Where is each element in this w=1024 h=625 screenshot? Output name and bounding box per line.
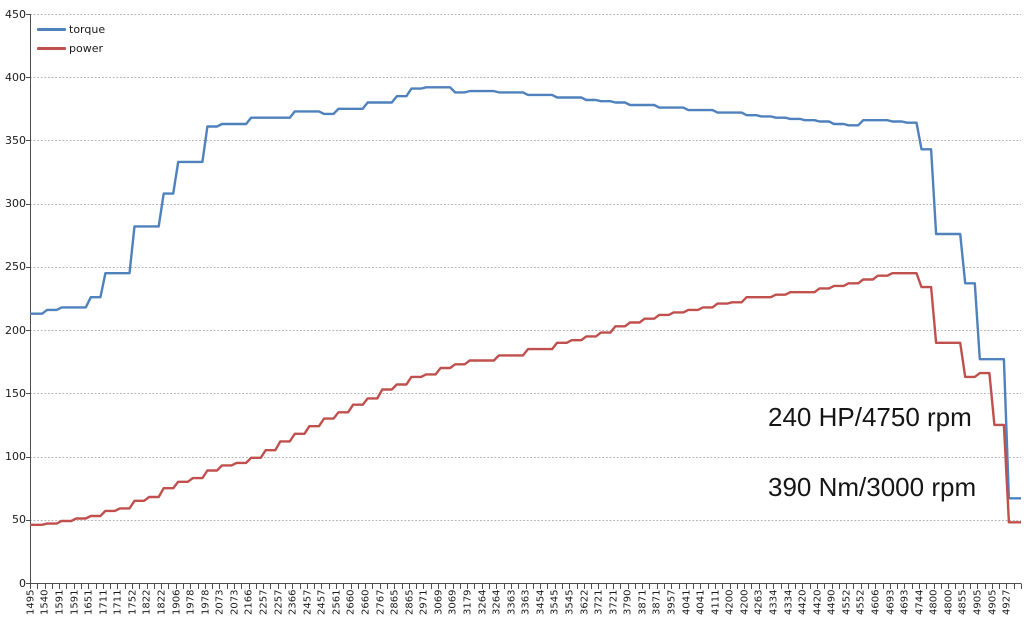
x-tick-label: 4744: [914, 589, 926, 615]
x-tick-label: 4855: [957, 589, 969, 615]
x-tick-label: 1978: [200, 589, 212, 615]
x-tick-label: 3069: [447, 589, 459, 615]
x-tick-label: 4606: [870, 589, 882, 615]
x-tick-label: 4200: [724, 589, 736, 615]
x-tick-label: 2073: [229, 589, 241, 615]
x-tick-label: 2457: [302, 589, 314, 615]
x-tick-label: 4693: [899, 589, 911, 615]
x-tick-label: 3545: [549, 589, 561, 615]
annotation-torque-peak: 390 Nm/3000 rpm: [768, 472, 977, 502]
x-tick-label: 2971: [418, 589, 430, 615]
x-tick-label: 3363: [506, 589, 518, 615]
x-tick-label: 1651: [83, 589, 95, 615]
x-tick-label: 3454: [535, 589, 547, 615]
y-tick-label: 150: [5, 386, 26, 400]
y-tick-label: 450: [5, 7, 26, 21]
x-tick-label: 2660: [360, 589, 372, 615]
x-tick-label: 3871: [637, 589, 649, 615]
x-tick-label: 4334: [768, 589, 780, 615]
x-tick-label: 4927: [1001, 589, 1013, 615]
legend-label-torque: torque: [69, 23, 106, 36]
torque-series-line: [30, 86, 1021, 500]
x-tick-label: 1978: [185, 589, 197, 615]
x-tick-label: 4800: [943, 589, 955, 615]
x-tick-label: 3721: [593, 589, 605, 615]
y-tick-label: 350: [5, 133, 26, 147]
y-tick-label: 300: [5, 197, 26, 211]
legend: torque power: [37, 20, 105, 58]
x-tick-label: 3622: [579, 589, 591, 615]
x-tick-label: 2865: [404, 589, 416, 615]
x-tick-label: 2257: [273, 589, 285, 615]
annotation-power-peak: 240 HP/4750 rpm: [768, 402, 972, 432]
x-tick-label: 4041: [695, 589, 707, 615]
x-tick-label: 4693: [885, 589, 897, 615]
x-tick-label: 4490: [826, 589, 838, 615]
x-tick-label: 2561: [331, 589, 343, 615]
x-tick-label: 1711: [112, 589, 124, 615]
y-tick-label: 400: [5, 70, 26, 84]
y-tick-label: 0: [19, 576, 26, 590]
x-tick-label: 2865: [389, 589, 401, 615]
x-tick-label: 4905: [972, 589, 984, 615]
x-tick-label: 4905: [987, 589, 999, 615]
x-tick-label: 1822: [141, 589, 153, 615]
torque-line-swatch: [37, 28, 66, 31]
x-tick-label: 1495: [25, 589, 37, 615]
x-tick-label: 2073: [214, 589, 226, 615]
y-tick-label: 200: [5, 323, 26, 337]
x-tick-label: 2366: [287, 589, 299, 615]
x-tick-label: 1591: [69, 589, 80, 615]
legend-item-torque: torque: [37, 20, 105, 39]
x-tick-label: 3957: [666, 589, 678, 615]
x-tick-label: 2457: [316, 589, 328, 615]
y-tick-label: 50: [12, 513, 26, 527]
x-tick-label: 3264: [477, 589, 489, 615]
x-tick-label: 3545: [564, 589, 576, 615]
power-line-swatch: [37, 47, 66, 50]
x-tick-label: 2767: [375, 589, 387, 615]
x-tick-label: 1822: [156, 589, 168, 615]
x-tick-label: 3363: [520, 589, 532, 615]
x-tick-label: 3871: [651, 589, 663, 615]
x-tick-label: 4200: [739, 589, 751, 615]
x-tick-label: 2166: [243, 589, 255, 615]
x-tick-label: 4334: [783, 589, 795, 615]
x-tick-label: 4041: [681, 589, 693, 615]
x-tick-label: 2257: [258, 589, 270, 615]
legend-label-power: power: [69, 42, 103, 55]
x-tick-label: 4111: [710, 589, 722, 615]
x-tick-label: 2660: [345, 589, 357, 615]
power-series-line: [30, 272, 1021, 526]
y-tick-label: 100: [5, 450, 26, 464]
x-tick-label: 1591: [54, 589, 66, 615]
x-tick-label: 4263: [753, 589, 765, 615]
x-tick-label: 1711: [98, 589, 110, 615]
x-tick-label: 3179: [462, 589, 474, 615]
x-tick-label: 1540: [39, 589, 51, 615]
x-tick-label: 4800: [928, 589, 940, 615]
x-tick-label: 3790: [622, 589, 634, 615]
x-tick-label: 4420: [797, 589, 809, 615]
x-tick-label: 4552: [855, 589, 867, 615]
x-tick-label: 4420: [812, 589, 824, 615]
x-tick-label: 3069: [433, 589, 445, 615]
x-tick-label: 1906: [171, 589, 183, 615]
x-tick-label: 3264: [491, 589, 503, 615]
legend-item-power: power: [37, 39, 105, 58]
y-tick-label: 250: [5, 260, 26, 274]
x-tick-label: 4552: [841, 589, 853, 615]
x-tick-label: 1752: [127, 589, 139, 615]
x-tick-label: 3721: [608, 589, 620, 615]
